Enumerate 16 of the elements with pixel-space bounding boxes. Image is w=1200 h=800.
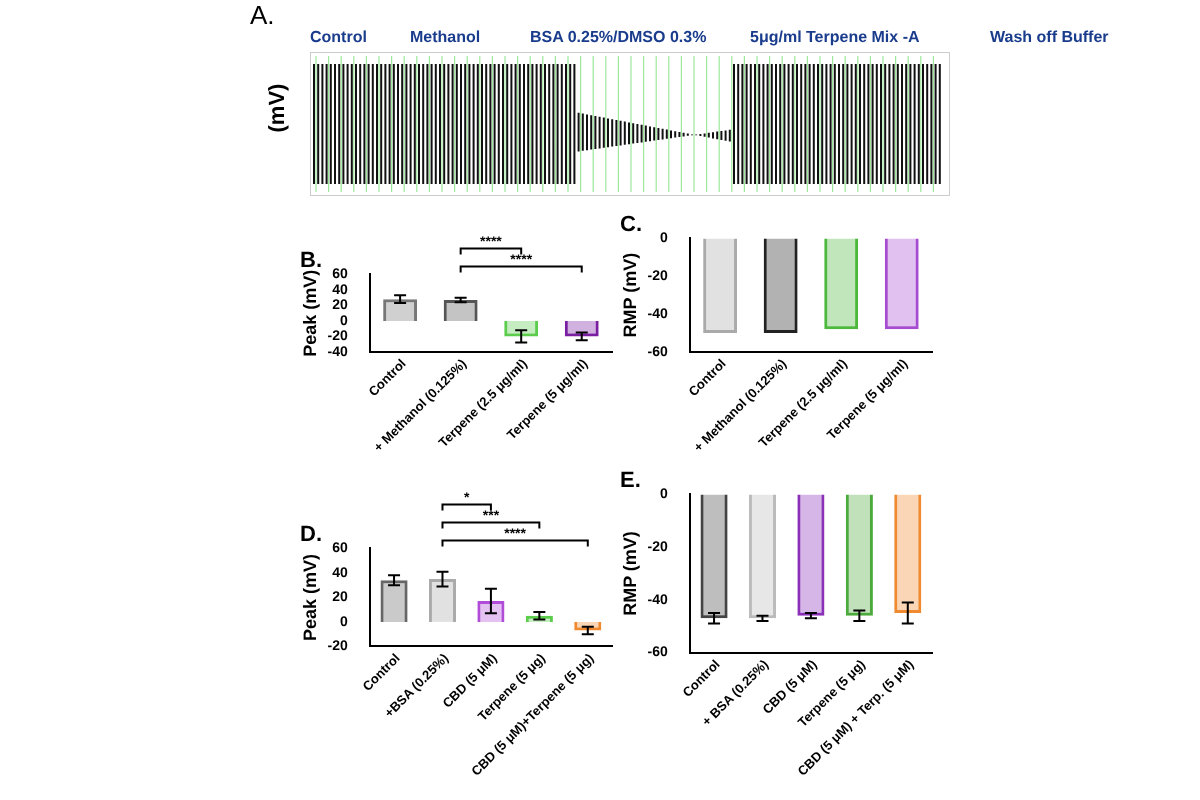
text: 5μg/ml Terpene Mix -A xyxy=(750,28,920,46)
text: Wash off Buffer xyxy=(990,28,1109,46)
text: Methanol xyxy=(410,28,481,46)
chart-title: D. xyxy=(300,523,322,548)
text: (mV) xyxy=(266,83,291,133)
bar xyxy=(380,580,408,622)
y-axis-title: RMP (mV) xyxy=(619,531,640,616)
chart-title: E. xyxy=(620,469,641,494)
text: A. xyxy=(250,0,275,30)
text: Control xyxy=(310,28,367,46)
text: BSA 0.25%/DMSO 0.3% xyxy=(530,28,707,46)
y-axis-title: RMP (mV) xyxy=(619,252,640,338)
y-axis-title: Peak (mV) xyxy=(299,553,320,641)
y-axis-title: Peak (mV) xyxy=(299,269,320,357)
bar xyxy=(428,579,457,622)
chart-title: C. xyxy=(620,213,642,238)
